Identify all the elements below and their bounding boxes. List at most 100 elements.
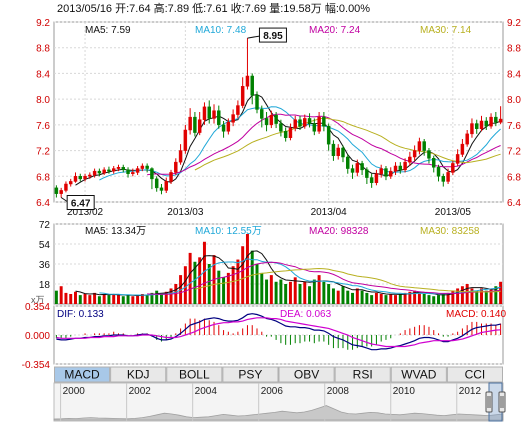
price-panel: 6.4 6.8 7.2 7.6 8.0 8.4 8.8 9.2 6.4 6.8 7.2 7.6 8.0… [36, 18, 521, 218]
price-legend: MA5: 7.59 MA10: 7.48 MA20: 7.24 MA30: 7.… [85, 25, 472, 36]
annotation-high-label: 8.95 [263, 31, 283, 42]
candle-body [317, 116, 321, 132]
candle-body [283, 131, 288, 138]
volume-bar [298, 284, 302, 304]
volume-bar [236, 259, 240, 304]
volume-bar [217, 270, 221, 304]
candle-body [274, 114, 278, 124]
tab-psy[interactable]: PSY [222, 366, 279, 383]
volume-bar [107, 295, 111, 304]
candle-body [465, 133, 469, 145]
volume-bar [379, 294, 383, 304]
volume-bar [207, 264, 211, 304]
price-y-tick-left: 8.0 [36, 95, 50, 106]
annotation-leader [247, 35, 260, 39]
volume-legend: MA5: 13.34万 MA10: 12.55万 MA20: 98328 MA3… [85, 226, 480, 237]
price-y-tick-right: 6.8 [507, 172, 521, 183]
navigator-selection[interactable] [485, 382, 506, 422]
tab-macd[interactable]: MACD [54, 366, 111, 383]
volume-bar [360, 290, 364, 304]
price-y-tick-left: 7.6 [36, 121, 50, 132]
tab-label: WVAD [401, 368, 436, 382]
candle-body [88, 174, 92, 177]
volume-bar [303, 281, 307, 304]
navigator-year-label: 2004 [195, 386, 218, 397]
price-plot-frame [53, 21, 504, 203]
volume-bar [164, 291, 168, 304]
candle-body [350, 168, 355, 173]
candle-body [398, 165, 403, 171]
legend-ma20: MA20: 7.24 [309, 25, 361, 36]
candle-body [384, 168, 388, 177]
candle-body [150, 168, 154, 180]
volume-bar [499, 281, 503, 304]
macd-panel: 0.354 0.000 -0.354 DIF: 0.133 DEA: 0.063 M… [22, 302, 507, 371]
candle-body [279, 123, 283, 132]
candle-body [470, 123, 474, 135]
candle-body [183, 129, 188, 151]
candle-body [336, 147, 340, 156]
volume-bar [69, 294, 73, 304]
volume-bar [284, 284, 288, 304]
tab-background [54, 366, 111, 383]
tab-background [110, 366, 167, 383]
tab-boll[interactable]: BOLL [166, 366, 223, 383]
volume-bar [293, 277, 297, 304]
candle-body [217, 110, 221, 126]
candle-body [131, 172, 135, 174]
tab-label: MACD [64, 368, 100, 382]
tab-rsi[interactable]: RSI [334, 366, 391, 383]
legend-vol-ma5: MA5: 13.34万 [85, 226, 146, 237]
macd-dea-line [56, 317, 501, 348]
candle-body [455, 154, 460, 164]
candle-body [264, 118, 269, 126]
tab-wvad[interactable]: WVAD [390, 366, 447, 383]
volume-bar [456, 288, 460, 304]
tab-kdj[interactable]: KDJ [110, 366, 167, 383]
candle-body [412, 150, 417, 158]
volume-bar [265, 279, 269, 304]
candle-body [451, 163, 455, 173]
price-x-tick: 2013/02 [67, 207, 104, 218]
volume-ma20-line [147, 261, 501, 295]
price-y-tick-left: 8.4 [36, 69, 50, 80]
price-y-tick-right: 8.8 [507, 44, 521, 55]
legend-dif: DIF: 0.133 [57, 309, 104, 320]
tab-obv[interactable]: OBV [278, 366, 335, 383]
candle-body [78, 176, 83, 180]
legend-macd: MACD: 0.140 [446, 309, 506, 320]
tab-background [278, 366, 335, 383]
volume-bar [346, 290, 350, 304]
candle-body [92, 170, 97, 176]
volume-bar [422, 294, 426, 304]
price-x-axis: 2013/02 2013/03 2013/04 2013/05 [67, 207, 471, 218]
candle-body [365, 169, 369, 178]
price-x-tick: 2013/05 [435, 207, 472, 218]
volume-bar [322, 281, 326, 304]
candle-body [73, 176, 78, 182]
price-candles [54, 38, 503, 198]
volume-y-tick: 36 [39, 260, 51, 271]
tab-cci[interactable]: CCI [446, 366, 503, 383]
price-y-tick-right: 8.0 [507, 95, 521, 106]
candle-body [341, 147, 345, 158]
candle-body [436, 167, 441, 177]
volume-bar [97, 296, 101, 304]
volume-y-axis: 72 54 36 18 [39, 220, 51, 291]
volume-bar [74, 291, 77, 304]
legend-vol-ma10: MA10: 12.55万 [195, 226, 262, 237]
volume-bar [370, 295, 374, 304]
volume-panel: 72 54 36 18 x万 MA5: 13.34万 MA10: 12.55万 MA2… [31, 220, 504, 305]
volume-bar [308, 286, 312, 304]
indicator-tabs: MACD KDJ BOLL PSY OBV RSI WVAD CCI [54, 366, 503, 383]
candle-body [331, 143, 336, 156]
volume-bar [241, 246, 245, 304]
macd-y-tick: 0.354 [25, 302, 50, 313]
volume-ma30-line [194, 267, 501, 293]
volume-bar [312, 279, 316, 304]
candle-body [126, 169, 130, 174]
candle-body [369, 177, 374, 183]
candle-body [197, 119, 202, 133]
candle-body [427, 150, 431, 159]
price-y-tick-right: 9.2 [507, 18, 521, 29]
